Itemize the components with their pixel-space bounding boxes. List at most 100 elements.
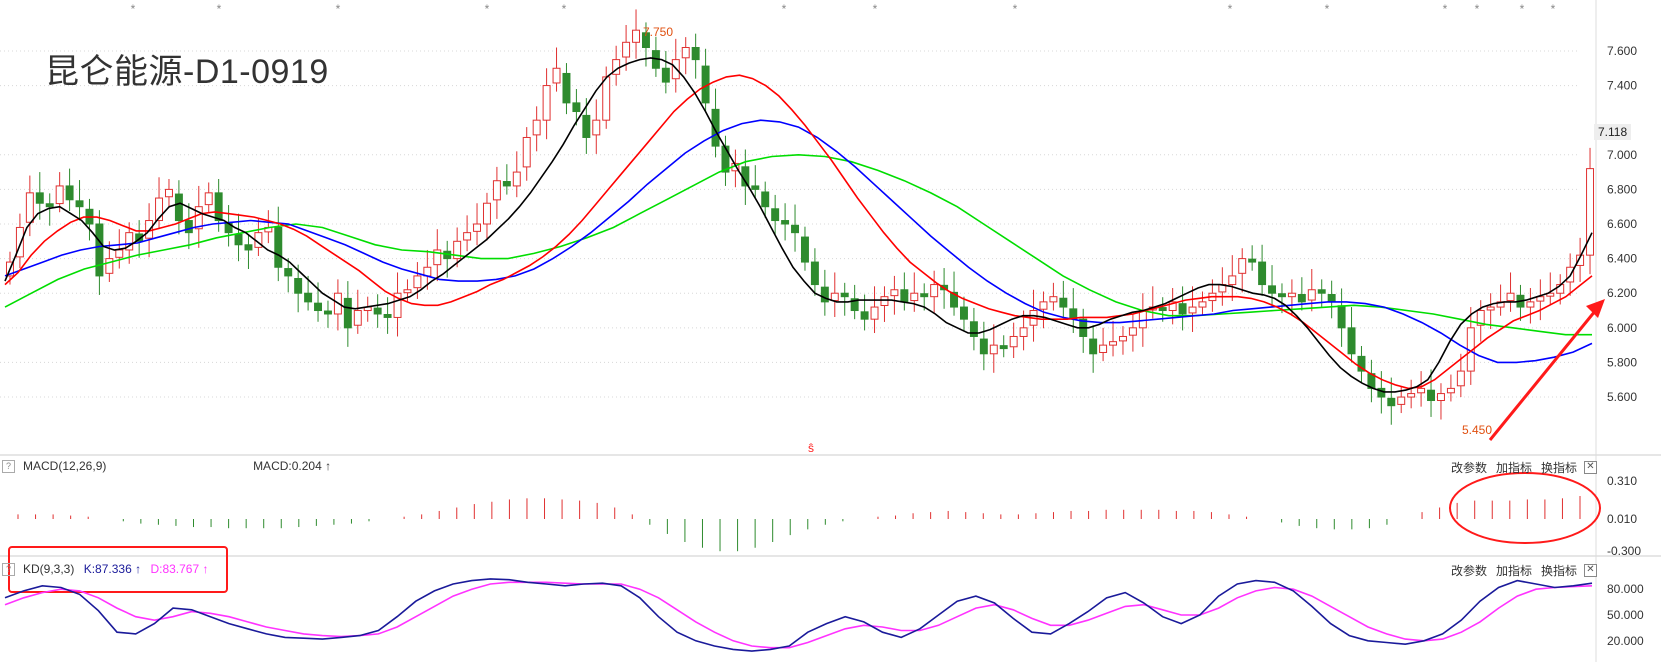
top-event-markers: * * * * * * * * * * * * * * ŝ <box>131 2 1556 455</box>
candle-body <box>1109 341 1118 346</box>
macd-switch-indicator-button[interactable]: 换指标 <box>1541 461 1578 475</box>
kd-add-indicator-button[interactable]: 加指标 <box>1496 564 1533 578</box>
candle-body <box>1248 258 1257 263</box>
candle-body <box>791 224 800 234</box>
candle-body <box>761 191 770 208</box>
candle-body <box>482 202 491 225</box>
candle-body <box>1128 327 1137 336</box>
candle-body <box>1009 335 1018 348</box>
moving-average-lines <box>4 57 1593 393</box>
candle-body <box>1446 387 1455 394</box>
candle-body <box>15 226 24 258</box>
candle-body <box>1337 305 1346 329</box>
candle-body <box>75 200 84 208</box>
candle-body <box>1526 301 1535 308</box>
candle-body <box>1307 289 1316 301</box>
candle-body <box>1168 301 1177 312</box>
candle-body <box>880 296 889 307</box>
current-price-value: 7.118 <box>1594 124 1632 140</box>
candle-body <box>1138 310 1147 329</box>
kd-switch-indicator-button[interactable]: 换指标 <box>1541 564 1578 578</box>
candle-body <box>105 258 114 274</box>
candle-body <box>1188 306 1197 314</box>
candle-body <box>25 192 34 223</box>
price-tick-label: 7.600 <box>1607 44 1637 58</box>
price-tick-label: 5.600 <box>1607 390 1637 404</box>
event-marker: * <box>485 2 490 16</box>
candle-body <box>234 233 243 246</box>
price-tick-label: 7.000 <box>1607 148 1637 162</box>
macd-help-icon[interactable]: ? <box>2 460 15 473</box>
event-marker: * <box>1551 2 1556 16</box>
candle-body <box>1258 261 1267 286</box>
kd-close-button[interactable]: ✕ <box>1584 564 1597 577</box>
candle-body <box>850 298 859 312</box>
candle-body <box>999 345 1008 350</box>
candle-body <box>1297 294 1306 303</box>
trend-arrow-line <box>1488 304 1602 441</box>
kd-tick-label: 50.000 <box>1607 608 1644 622</box>
price-tick-label: 7.400 <box>1607 79 1637 93</box>
candle-body <box>860 311 869 320</box>
candle-body <box>1099 344 1108 353</box>
candle-body <box>1327 294 1336 303</box>
kd-lines <box>4 578 1593 652</box>
trend-arrow-head <box>1586 299 1605 318</box>
candle-body <box>453 240 462 260</box>
event-marker: * <box>336 2 341 16</box>
candle-body <box>1158 307 1167 312</box>
kd-edit-params-button[interactable]: 改参数 <box>1451 564 1488 578</box>
macd-edit-params-button[interactable]: 改参数 <box>1451 461 1488 475</box>
candle-body <box>920 293 929 298</box>
candle-body <box>393 292 402 318</box>
candle-body <box>135 233 144 242</box>
macd-add-indicator-button[interactable]: 加指标 <box>1496 461 1533 475</box>
event-marker: * <box>131 2 136 16</box>
candle-body <box>284 268 293 277</box>
candle-body <box>810 261 819 286</box>
kd-tick-label: 80.000 <box>1607 582 1644 596</box>
candle-body <box>1397 396 1406 405</box>
candle-body <box>751 185 760 190</box>
macd-header: MACD(12,26,9) MACD:0.204 ↑ <box>23 459 331 473</box>
kd-help-icon[interactable]: ? <box>2 563 15 576</box>
price-axis: 7.600 7.400 7.000 6.800 6.600 6.400 6.200 6.000… <box>1607 44 1644 648</box>
high-marker: 7.750 <box>643 25 674 39</box>
candle-body <box>244 244 253 251</box>
candle-body <box>1586 168 1595 256</box>
candle-body <box>1277 293 1286 298</box>
price-tick-label: 6.200 <box>1607 286 1637 300</box>
candle-body <box>1118 335 1127 342</box>
price-tick-label: 6.400 <box>1607 252 1637 266</box>
candle-body <box>900 289 909 303</box>
candle-body <box>383 314 392 318</box>
kd-k-line <box>4 578 1593 652</box>
event-marker: * <box>562 2 567 16</box>
candle-body <box>323 310 332 315</box>
candle-body <box>1019 327 1028 337</box>
candle-body <box>1407 393 1416 398</box>
macd-label: MACD(12,26,9) <box>23 459 107 473</box>
candle-body <box>910 292 919 302</box>
candle-body <box>969 321 978 337</box>
candle-body <box>55 185 64 205</box>
candle-body <box>632 29 641 43</box>
candle-body <box>1506 292 1515 302</box>
candle-body <box>820 286 829 303</box>
candle-body <box>304 292 313 303</box>
candle-body <box>1228 275 1237 286</box>
candle-body <box>1268 285 1277 294</box>
candle-body <box>542 85 551 121</box>
candle-body <box>95 223 104 277</box>
candle-body <box>781 220 790 225</box>
candle-body <box>572 102 581 113</box>
macd-value: MACD:0.204 <box>253 459 322 473</box>
candle-body <box>622 41 631 58</box>
candle-body <box>602 76 611 121</box>
event-marker: ŝ <box>808 441 814 455</box>
macd-close-button[interactable]: ✕ <box>1584 461 1597 474</box>
candle-body <box>870 306 879 320</box>
candle-body <box>125 232 134 251</box>
